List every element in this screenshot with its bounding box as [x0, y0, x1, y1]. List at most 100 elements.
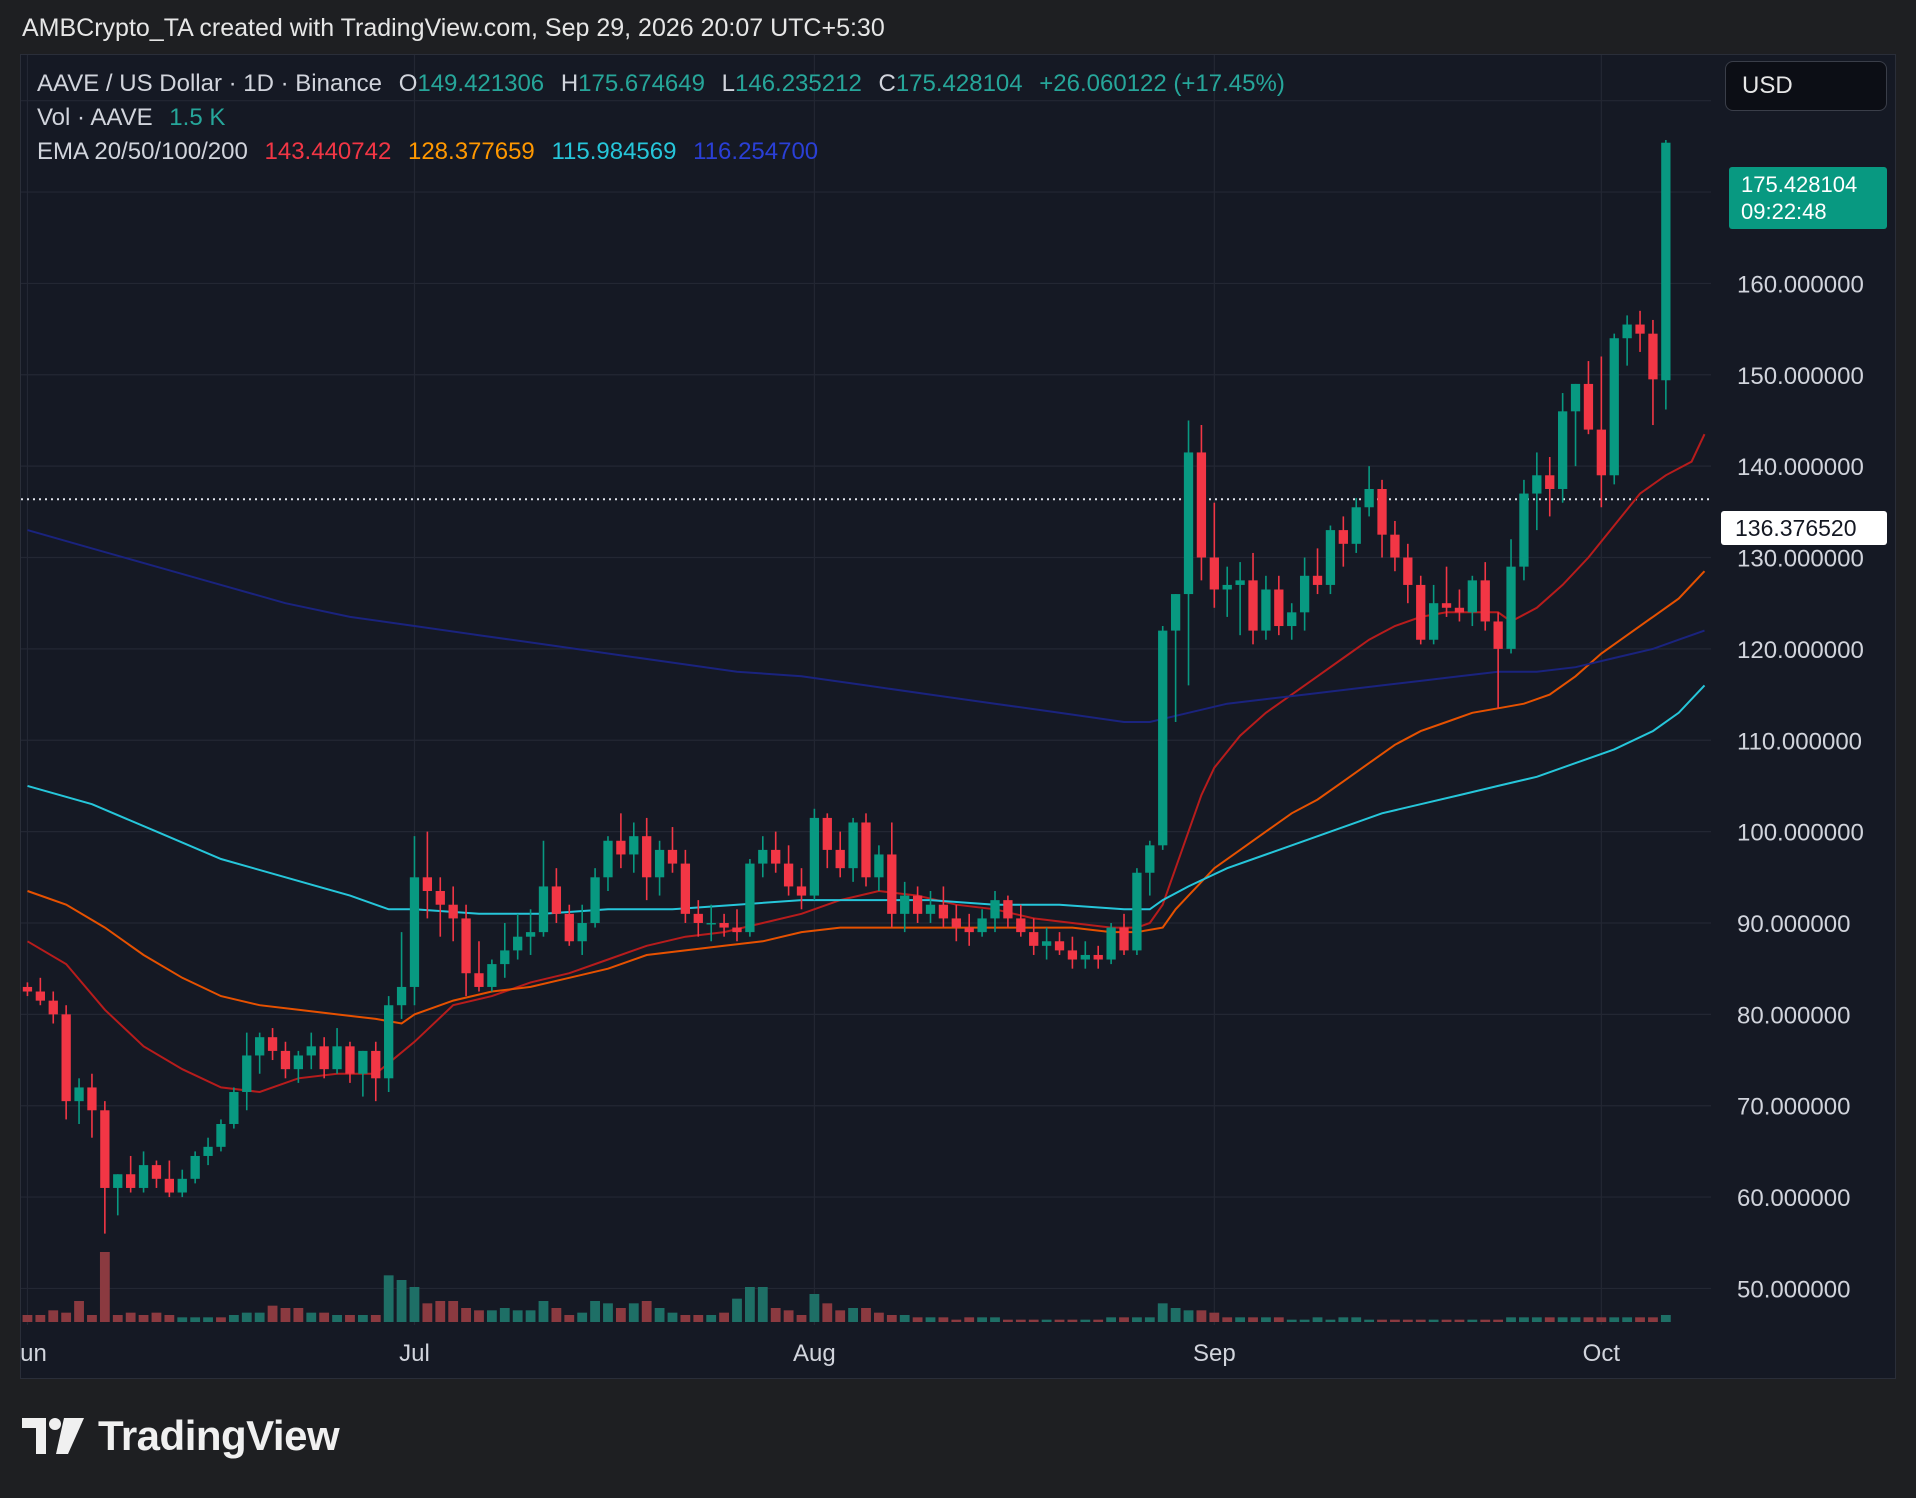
candle-body — [1248, 580, 1258, 631]
volume-bar — [577, 1312, 588, 1322]
y-tick-label: 130.000000 — [1737, 546, 1864, 573]
volume-bar — [99, 1252, 110, 1322]
volume-bar — [1183, 1310, 1194, 1322]
legend-ohlc: AAVE / US Dollar · 1D · Binance O149.421… — [37, 70, 1285, 98]
candle-body — [74, 1087, 84, 1102]
candle-body — [900, 895, 910, 914]
volume-bar — [667, 1312, 678, 1322]
volume-bar — [770, 1308, 781, 1322]
candle-body — [1467, 580, 1477, 613]
volume-bar — [1415, 1319, 1426, 1322]
ema-line-ema50 — [27, 570, 1706, 1025]
candle-body — [1325, 530, 1336, 585]
candle-body — [151, 1165, 162, 1179]
candle-body — [1338, 530, 1348, 544]
volume-bar — [1622, 1317, 1633, 1322]
currency-selector[interactable]: USD — [1725, 61, 1887, 111]
candle-body — [319, 1046, 329, 1070]
volume-bar — [61, 1312, 72, 1322]
volume-bar — [1402, 1319, 1413, 1322]
candle-body — [874, 854, 884, 878]
legend-symbol: AAVE / US Dollar · 1D · Binance — [37, 70, 383, 97]
volume-bar — [1003, 1319, 1013, 1322]
last-price-tag: 175.428104 09:22:48 — [1729, 167, 1887, 229]
volume-bar — [1170, 1308, 1181, 1322]
candle-body — [371, 1050, 381, 1079]
volume-bar — [254, 1312, 265, 1322]
candle-body — [1312, 575, 1323, 585]
candle-body — [1545, 475, 1555, 489]
candle-body — [1377, 488, 1387, 535]
candle-body — [1557, 411, 1568, 489]
volume-bar — [1377, 1319, 1387, 1322]
volume-bar — [1261, 1317, 1271, 1322]
candle-body — [474, 973, 484, 987]
volume-bar — [977, 1317, 988, 1322]
volume-bar — [732, 1298, 742, 1322]
candle-body — [616, 840, 626, 855]
volume-bar — [474, 1310, 484, 1322]
candle-body — [280, 1050, 291, 1070]
x-tick-label: Sep — [1193, 1340, 1236, 1367]
volume-bar — [551, 1308, 562, 1322]
volume-bar — [74, 1301, 84, 1322]
candle-body — [1054, 941, 1065, 951]
ema-line-ema20 — [26, 433, 1706, 1094]
candle-body — [126, 1174, 136, 1188]
candle-body — [35, 991, 45, 1001]
volume-bar — [1660, 1315, 1671, 1322]
volume-bar — [112, 1315, 123, 1322]
candle-body — [306, 1046, 316, 1056]
volume-bar — [1583, 1317, 1594, 1322]
volume-bar — [1299, 1319, 1310, 1322]
volume-bar — [1390, 1319, 1400, 1322]
volume-bar — [422, 1303, 433, 1322]
volume-bar — [306, 1312, 317, 1322]
candle-body — [551, 886, 562, 914]
candle-body — [332, 1046, 342, 1070]
volume-bar — [1222, 1317, 1233, 1322]
candle-body — [358, 1050, 368, 1074]
candle-body — [1493, 621, 1503, 649]
tradingview-logo[interactable]: TradingView — [22, 1412, 340, 1460]
candle-body — [1209, 557, 1219, 590]
legend-ema200-value: 116.254700 — [693, 138, 819, 165]
volume-bar — [1570, 1317, 1581, 1322]
candle-body — [1235, 580, 1245, 585]
candle-body — [1532, 475, 1542, 494]
candle-body — [951, 918, 961, 928]
y-tick-label: 60.000000 — [1737, 1185, 1850, 1212]
candle-body — [435, 891, 445, 905]
candle-body — [719, 922, 729, 928]
candle-body — [396, 986, 407, 1006]
volume-bar — [512, 1310, 523, 1322]
volume-bar — [448, 1301, 459, 1322]
bar-countdown: 09:22:48 — [1741, 199, 1827, 224]
candle-body — [1067, 950, 1078, 960]
volume-bar — [216, 1317, 226, 1322]
volume-bar — [461, 1308, 471, 1322]
price-chart[interactable]: 180.000000170.000000160.000000150.000000… — [21, 55, 1896, 1379]
legend-high: 175.674649 — [578, 70, 705, 97]
volume-bar — [48, 1310, 59, 1322]
candle-body — [822, 817, 832, 850]
volume-bar — [990, 1317, 1000, 1322]
chart-panel[interactable]: 180.000000170.000000160.000000150.000000… — [20, 54, 1896, 1379]
candle-body — [190, 1155, 200, 1179]
volume-bar — [1235, 1317, 1246, 1322]
volume-bar — [1519, 1317, 1529, 1322]
volume-bar — [938, 1317, 949, 1322]
volume-bar — [1067, 1319, 1078, 1322]
candle-body — [577, 922, 587, 942]
volume-bar — [409, 1287, 420, 1322]
candle-body — [164, 1178, 175, 1193]
candle-body — [1196, 452, 1207, 558]
candle-body — [590, 877, 600, 923]
candle-body — [1506, 566, 1516, 649]
volume-bar — [525, 1310, 536, 1322]
volume-bar — [809, 1294, 820, 1322]
y-tick-label: 50.000000 — [1737, 1276, 1850, 1303]
volume-bar — [706, 1315, 717, 1322]
candle-body — [1609, 338, 1619, 476]
volume-bar — [1648, 1317, 1658, 1322]
